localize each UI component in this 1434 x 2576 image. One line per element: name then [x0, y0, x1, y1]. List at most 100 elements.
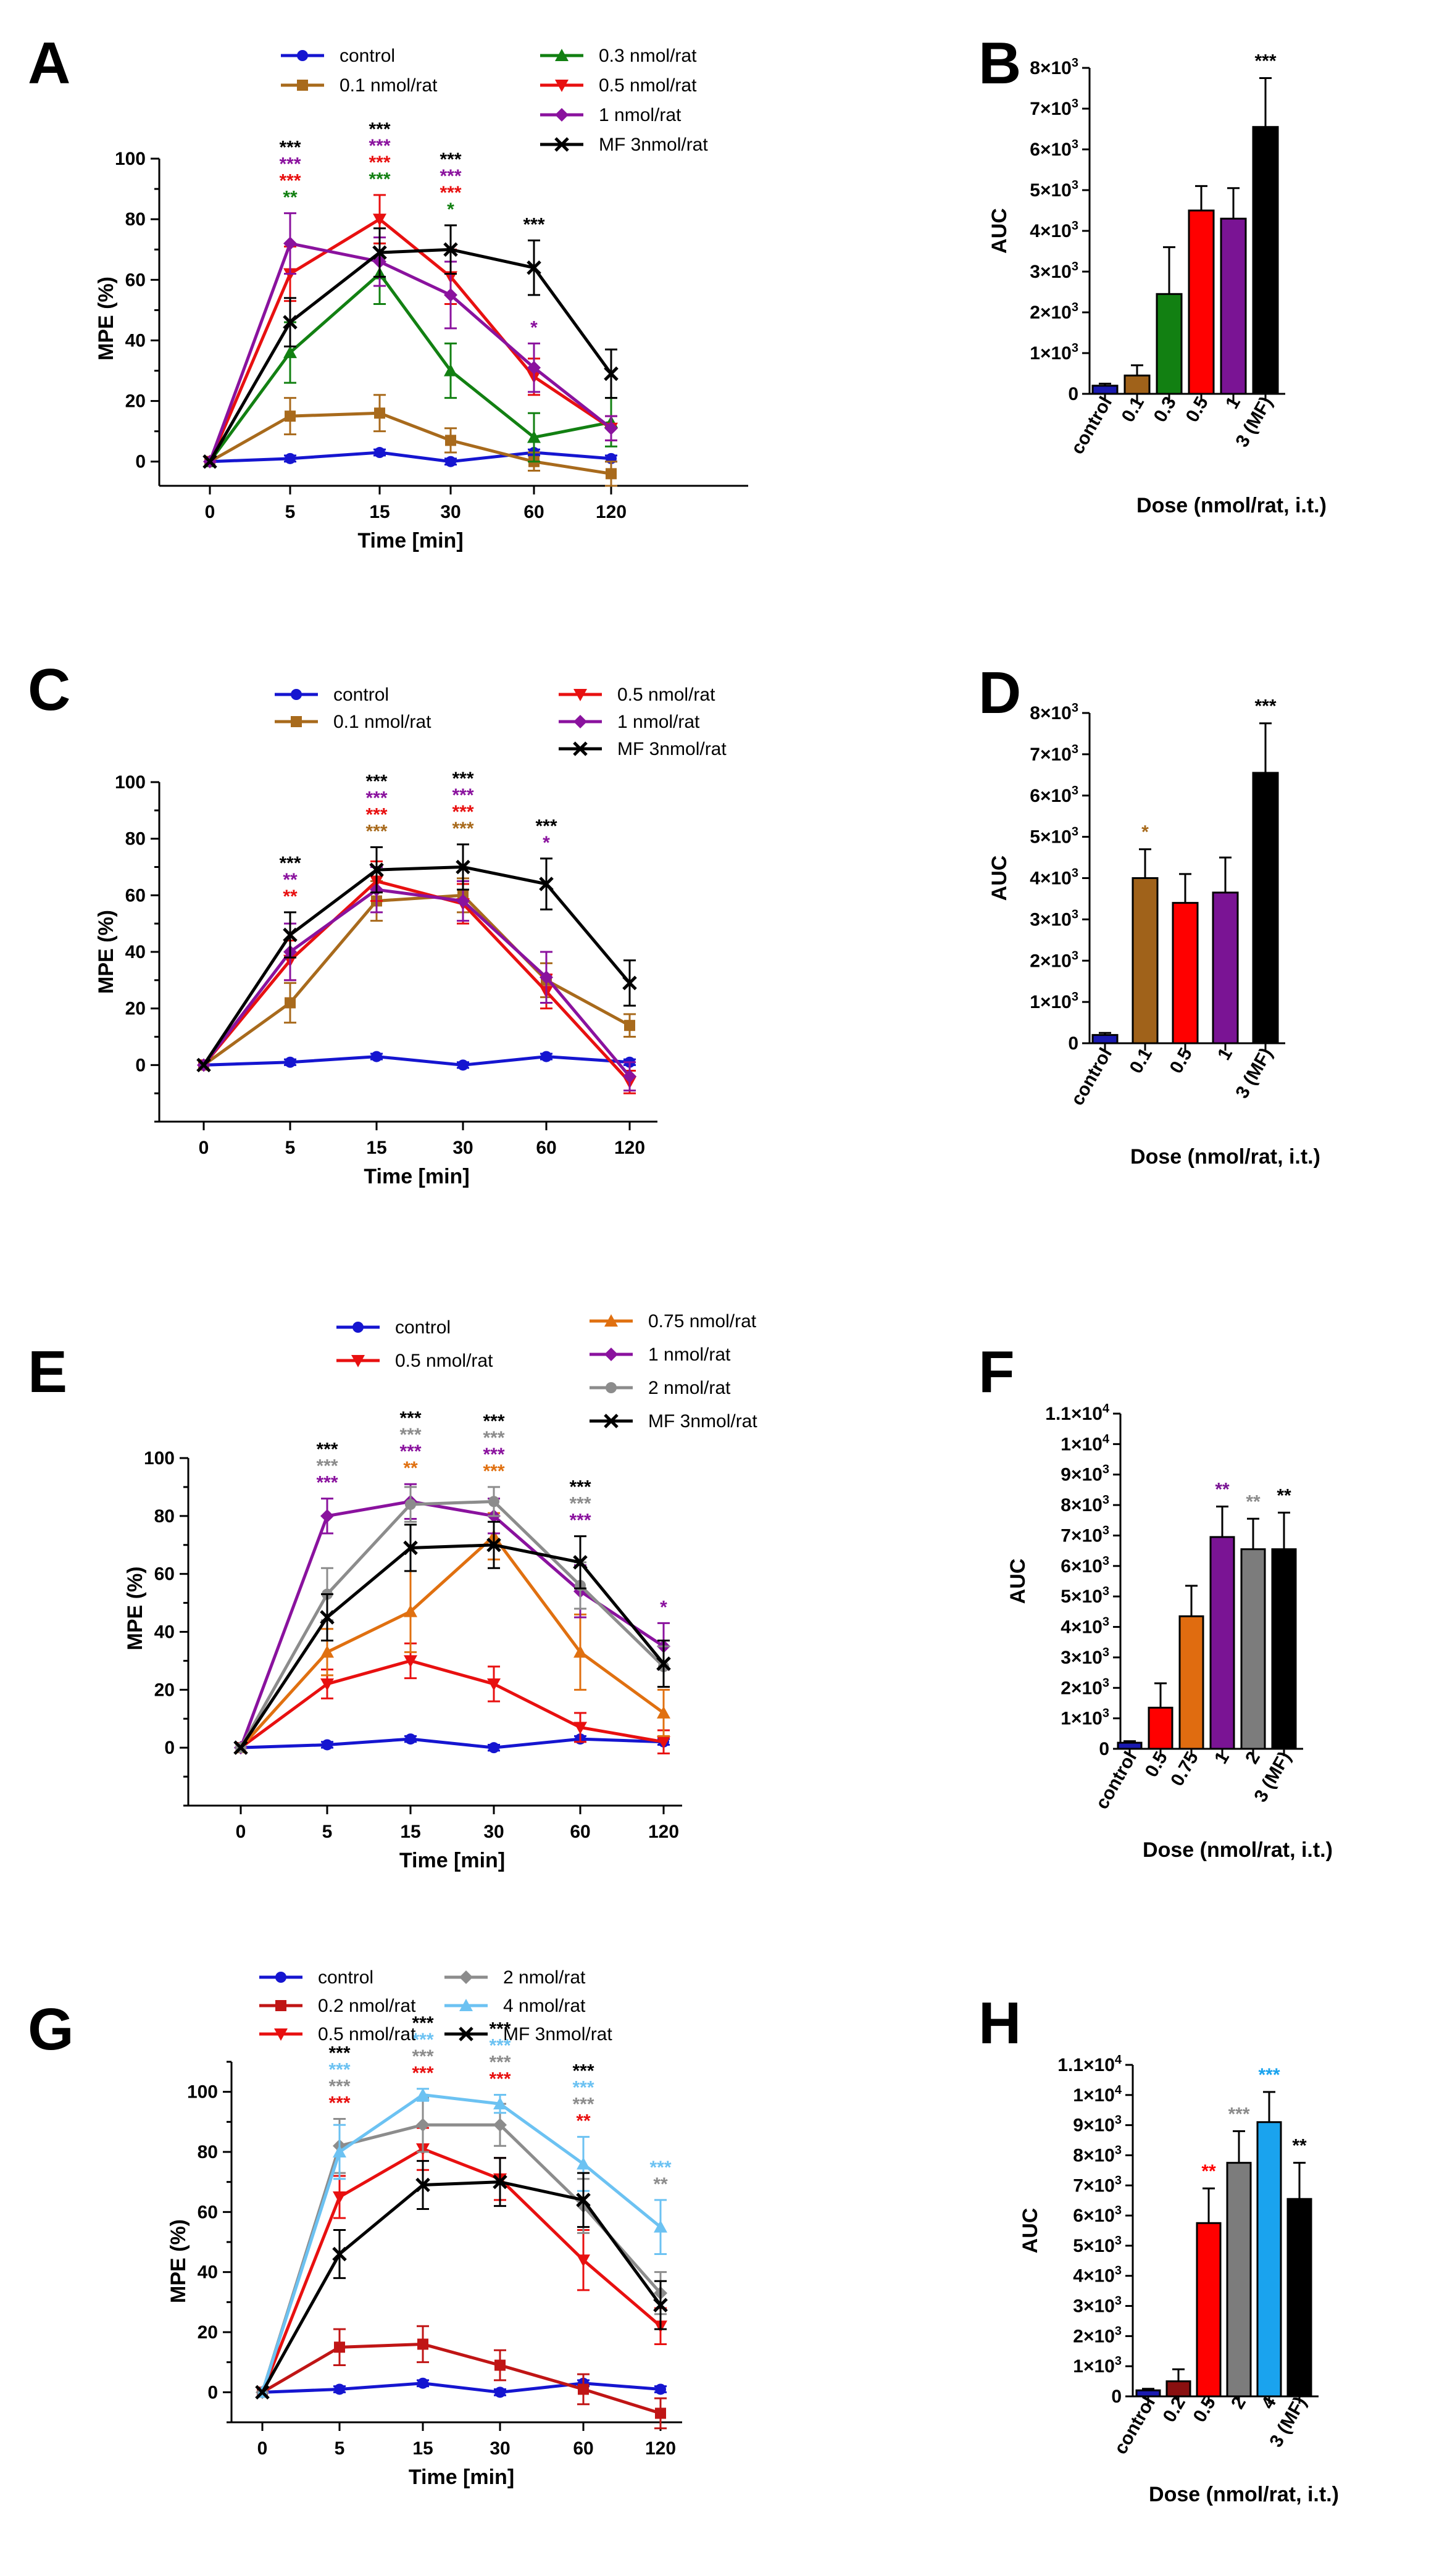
legend-label: control [395, 1317, 451, 1338]
data-point [456, 859, 470, 875]
legend-item: 0.3 nmol/rat [540, 46, 697, 66]
bar [1091, 1034, 1119, 1044]
y-tick-label: 40 [198, 2262, 218, 2283]
data-point [202, 454, 217, 469]
significance-stars: *** [412, 2046, 433, 2067]
series-line [208, 241, 612, 462]
significance-stars: *** [483, 1461, 504, 1482]
y-tick-mantissa: 6×10 [1061, 1556, 1103, 1577]
data-point [352, 1322, 364, 1333]
significance-stars: *** [328, 2076, 350, 2096]
significance-stars: *** [365, 821, 387, 841]
data-point [494, 2359, 506, 2371]
y-tick-mantissa: 5×10 [1073, 2236, 1115, 2256]
legend-label: control [318, 1967, 373, 1988]
data-point [554, 137, 569, 152]
x-tick-label: 60 [570, 1822, 590, 1842]
x-tick-label: 0.1 [1118, 393, 1148, 426]
series-line [209, 411, 612, 475]
bar [1148, 1706, 1173, 1750]
data-point [576, 2193, 591, 2207]
x-tick-label: 120 [596, 502, 627, 522]
bar [1252, 126, 1279, 395]
data-point [334, 2383, 345, 2395]
data-point [604, 421, 618, 435]
x-tick-label: 30 [440, 502, 461, 522]
significance-stars: *** [452, 769, 473, 789]
data-point [604, 1348, 618, 1361]
panel-e: E 0 20 40 60 80 100 MPE (%) 0 5 15 30 60 120 Time [min… [28, 1311, 757, 1872]
y-tick-label: 100 [187, 2082, 218, 2103]
y-tick-label: 1×103 [1073, 2354, 1122, 2377]
bar [1196, 2222, 1222, 2398]
data-point [275, 2000, 286, 2011]
x-tick-label: 60 [573, 2438, 593, 2459]
marker-stroke [415, 2177, 430, 2193]
bar [1156, 293, 1183, 395]
x-tick-label: 3 (MF) [1232, 1044, 1277, 1102]
x-tick-label: 0.5 [1141, 1748, 1172, 1781]
data-point [527, 430, 541, 443]
series-line [239, 1499, 665, 1749]
y-tick-label: 80 [125, 829, 146, 849]
y-tick-exponent: 3 [1072, 701, 1078, 715]
y-tick-label: 1×104 [1061, 1432, 1110, 1454]
y-tick-label: 2×103 [1030, 949, 1078, 971]
significance-stars: * [660, 1597, 667, 1617]
data-point [493, 2097, 507, 2110]
y-tick-mantissa: 8×10 [1030, 58, 1072, 78]
legend-item: 2 nmol/rat [590, 1378, 731, 1398]
y-tick-exponent: 3 [1115, 2143, 1122, 2157]
y-tick-label: 9×103 [1061, 1463, 1109, 1485]
x-axis-label: Time [min] [364, 1165, 469, 1188]
y-tick-exponent: 4 [1115, 2083, 1122, 2097]
y-tick-label: 0 [1099, 1739, 1109, 1759]
legend-item: 0.5 nmol/rat [540, 75, 697, 96]
y-tick-exponent: 3 [1115, 2324, 1122, 2338]
y-tick-label: 7×103 [1061, 1524, 1109, 1546]
data-point [297, 80, 308, 91]
y-tick-exponent: 3 [1115, 2114, 1122, 2127]
series-line [239, 1543, 665, 1749]
data-point [285, 452, 296, 464]
data-point [351, 1355, 365, 1367]
bar [1240, 1548, 1266, 1750]
y-tick-label: 6×103 [1030, 138, 1078, 160]
significance-stars: * [447, 199, 454, 220]
marker-stroke [493, 2174, 507, 2190]
y-tick-label: 0 [164, 1738, 175, 1758]
data-point [459, 1970, 473, 1984]
series-line [262, 2382, 661, 2394]
legend-item: MF 3nmol/rat [540, 135, 708, 155]
bar [1178, 1615, 1204, 1750]
significance-stars: ** [283, 886, 298, 907]
legend-label: 2 nmol/rat [648, 1378, 731, 1398]
y-tick-mantissa: 1×10 [1073, 2356, 1115, 2377]
series-line [261, 2180, 662, 2393]
significance-stars: ** [576, 2111, 591, 2132]
legend-label: MF 3nmol/rat [599, 135, 708, 155]
x-tick-label: 120 [614, 1138, 645, 1158]
data-point [577, 2254, 590, 2267]
marker-stroke [255, 2385, 270, 2400]
data-point [573, 689, 587, 701]
y-axis-label: MPE (%) [123, 1567, 147, 1651]
y-tick-exponent: 3 [1115, 2264, 1122, 2278]
y-tick-label: 7×103 [1030, 97, 1078, 119]
marker-stroke [456, 859, 470, 875]
significance-stars: *** [569, 1511, 591, 1531]
significance-stars: ** [1246, 1491, 1261, 1512]
y-tick-label: 5×103 [1030, 178, 1078, 201]
y-tick-exponent: 3 [1072, 260, 1078, 273]
y-tick-exponent: 4 [1115, 2053, 1122, 2067]
significance-stars: *** [412, 2063, 433, 2083]
series-0-75-nmol-rat [234, 1512, 670, 1754]
y-tick-mantissa: 1×10 [1073, 2085, 1115, 2106]
series-mf-3nmol-rat [202, 224, 619, 469]
data-point [320, 1610, 335, 1625]
legend-item: control [336, 1317, 451, 1338]
series-line [261, 2093, 662, 2393]
x-tick-label: 60 [523, 502, 544, 522]
y-tick-label: 6×103 [1073, 2204, 1122, 2226]
legend-label: 0.5 nmol/rat [599, 75, 697, 96]
